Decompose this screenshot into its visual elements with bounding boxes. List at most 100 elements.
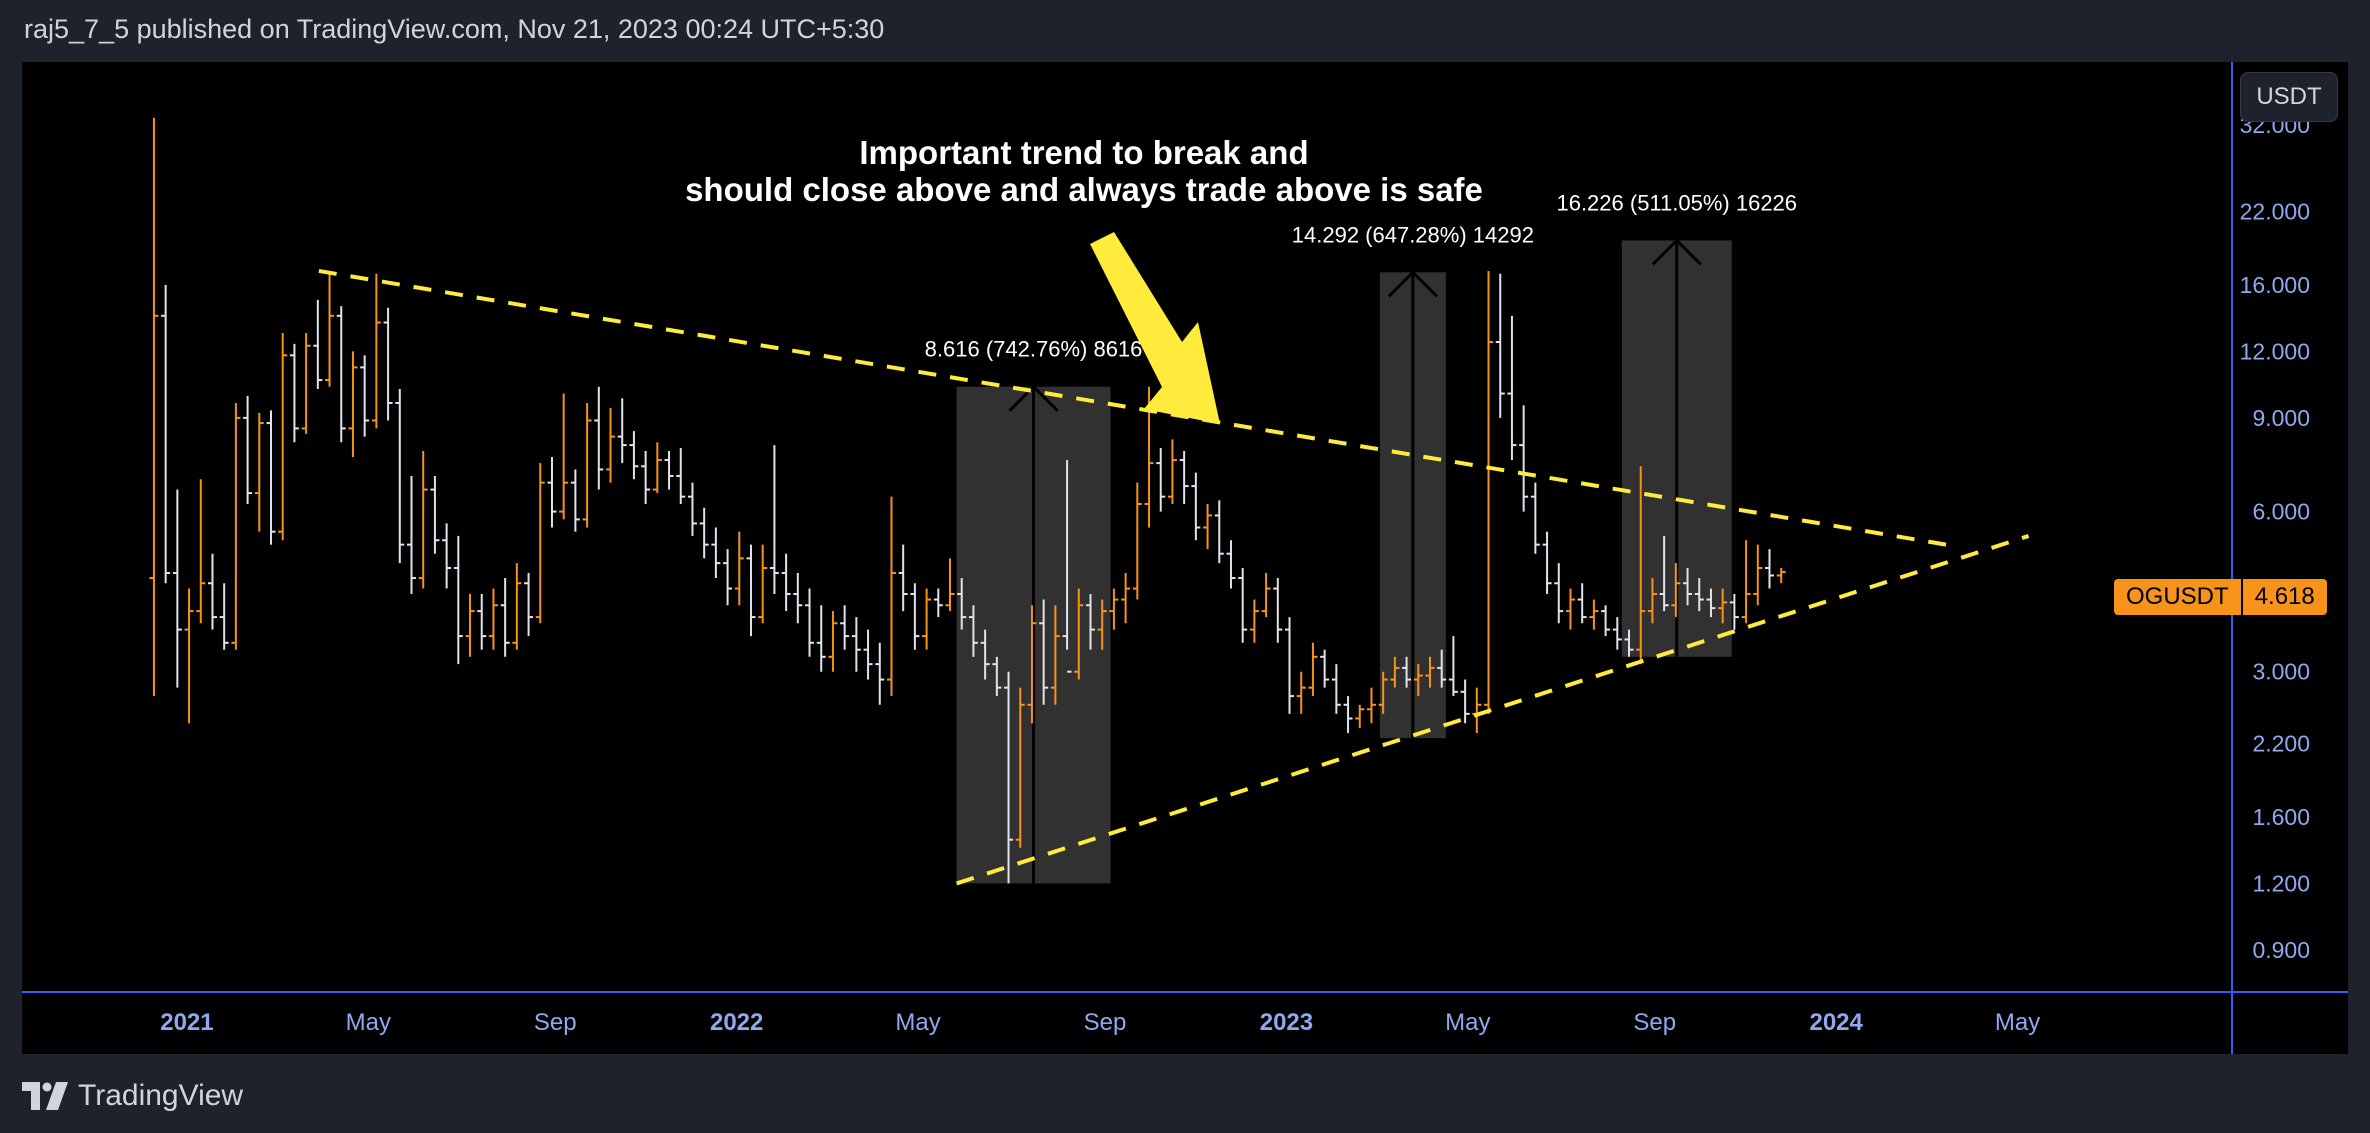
ohlc-bar [1156, 448, 1166, 512]
y-tick-label: 12.000 [2240, 338, 2310, 364]
x-tick-label: Sep [1633, 1009, 1676, 1036]
ohlc-bar [594, 386, 604, 490]
trendlines[interactable] [318, 268, 2030, 886]
y-tick-label: 6.000 [2252, 499, 2310, 525]
ohlc-bar [664, 450, 674, 490]
footer: TradingView [22, 1074, 243, 1118]
ohlc-bar [769, 445, 779, 594]
ohlc-bar [687, 482, 697, 536]
ohlc-bar [1214, 500, 1224, 564]
ohlc-bar [886, 496, 896, 697]
ohlc-bar [968, 605, 978, 657]
ohlc-bar [348, 351, 358, 457]
ohlc-bar [1495, 273, 1505, 418]
y-tick-label: 1.200 [2252, 870, 2310, 896]
x-tick-label: Sep [534, 1009, 577, 1036]
measure-label-3: 16.226 (511.05%) 16226 [1556, 190, 1797, 215]
y-tick-label: 16.000 [2240, 272, 2310, 298]
ohlc-bar [1519, 405, 1529, 512]
ohlc-bar [1636, 466, 1646, 665]
ohlc-bar [1331, 664, 1341, 714]
ohlc-bar [652, 442, 662, 494]
x-tick-label: 2023 [1260, 1009, 1313, 1036]
ohlc-bar [758, 544, 768, 624]
ohlc-bar [1718, 588, 1728, 624]
ohlc-bar [313, 299, 323, 389]
ohlc-bar [149, 117, 159, 697]
x-tick-label: 2022 [710, 1009, 763, 1036]
ohlc-bar [184, 588, 194, 724]
ohlc-bar [1472, 687, 1482, 734]
last-price-tag: OGUSDT 4.618 [2114, 579, 2327, 615]
ohlc-bar [1706, 588, 1716, 618]
ohlc-bar [488, 588, 498, 650]
price-bars [149, 117, 1786, 884]
ohlc-bar [1448, 636, 1458, 697]
ohlc-bar [383, 307, 393, 421]
ohlc-bar [1601, 605, 1611, 637]
measure-arrowhead-2 [1387, 270, 1438, 298]
brand-name[interactable]: TradingView [78, 1079, 244, 1112]
ohlc-bar [1402, 656, 1412, 688]
ohlc-bar [1425, 656, 1435, 688]
ohlc-bar [1530, 482, 1540, 554]
x-tick-label: Sep [1084, 1009, 1127, 1036]
annotation-line-2: should close above and always trade abov… [685, 171, 1483, 208]
annotation-layer: 8.616 (742.76%) 8616 14.292 (647.28%) 142… [685, 134, 1797, 424]
ohlc-bar [699, 507, 709, 559]
ohlc-bar [1589, 599, 1599, 630]
ohlc-bar [512, 563, 522, 650]
ohlc-bar [711, 527, 721, 579]
ohlc-bar [547, 456, 557, 528]
ohlc-bar [945, 558, 955, 612]
ohlc-bar [1378, 671, 1388, 714]
ohlc-bar [606, 407, 616, 483]
ohlc-bar [1484, 270, 1494, 714]
price-tag-symbol: OGUSDT [2114, 579, 2241, 615]
ohlc-bar [336, 306, 346, 443]
ohlc-bar [863, 629, 873, 680]
ohlc-bar [1296, 671, 1306, 714]
measure-arrowhead-1 [1008, 384, 1059, 412]
ohlc-bar [1179, 450, 1189, 504]
measure-label-2: 14.292 (647.28%) 14292 [1292, 222, 1534, 247]
ohlc-bar [1132, 482, 1142, 600]
tradingview-logo-icon[interactable] [22, 1082, 68, 1110]
ohlc-bar [1683, 567, 1693, 606]
ohlc-bar [360, 355, 370, 437]
ohlc-bar [1261, 572, 1271, 618]
ohlc-bar [196, 479, 206, 624]
ohlc-bar [992, 656, 1002, 697]
ohlc-bar [1121, 572, 1131, 624]
ohlc-bar [1612, 617, 1622, 650]
ohlc-bar [477, 593, 487, 650]
currency-button[interactable]: USDT [2240, 72, 2338, 122]
ohlc-bar [1776, 567, 1786, 584]
measurement-layer [956, 238, 1732, 884]
ohlc-bar [219, 583, 229, 650]
ohlc-bar [1753, 544, 1763, 606]
ohlc-bar [559, 393, 569, 520]
ohlc-bar [1238, 567, 1248, 643]
ohlc-bar [875, 642, 885, 705]
ohlc-bar [1308, 642, 1318, 697]
ohlc-bar [500, 578, 510, 657]
ohlc-bar [1507, 315, 1517, 461]
ohlc-bar [1647, 578, 1657, 624]
ohlc-bar [1577, 583, 1587, 624]
y-tick-label: 2.200 [2252, 730, 2310, 756]
chart-area[interactable]: 8.616 (742.76%) 8616 14.292 (647.28%) 142… [22, 62, 2348, 1054]
ohlc-bar [231, 402, 241, 650]
ohlc-bar [524, 572, 534, 637]
ohlc-bar [172, 489, 182, 688]
ohlc-bar [781, 553, 791, 612]
ohlc-bar [1062, 460, 1072, 673]
ohlc-chart[interactable]: 8.616 (742.76%) 8616 14.292 (647.28%) 142… [22, 62, 2348, 1054]
x-tick-label: May [1445, 1009, 1490, 1036]
ohlc-bar [570, 469, 580, 532]
ohlc-bar [395, 388, 405, 564]
ohlc-bar [1729, 593, 1739, 630]
ohlc-bar [1249, 599, 1259, 643]
ohlc-bar [582, 402, 592, 528]
ohlc-bar [1343, 696, 1353, 734]
